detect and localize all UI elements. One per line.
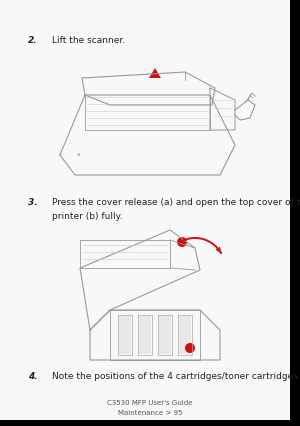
FancyBboxPatch shape [159,316,171,354]
Text: Lift the scanner.: Lift the scanner. [52,36,125,45]
Text: Maintenance > 95: Maintenance > 95 [118,410,182,416]
FancyBboxPatch shape [139,316,151,354]
Text: a: a [76,153,80,158]
Text: Note the positions of the 4 cartridges/toner cartridges.: Note the positions of the 4 cartridges/t… [52,372,300,381]
Circle shape [185,343,195,353]
Text: 3.: 3. [28,198,38,207]
FancyBboxPatch shape [119,316,131,354]
Text: C3530 MFP User's Guide: C3530 MFP User's Guide [107,400,193,406]
Text: printer (b) fully.: printer (b) fully. [52,212,123,221]
FancyBboxPatch shape [179,316,191,354]
FancyBboxPatch shape [0,0,290,420]
Text: 4.: 4. [28,372,38,381]
Polygon shape [149,68,161,78]
Text: Press the cover release (a) and open the top cover of the: Press the cover release (a) and open the… [52,198,300,207]
Circle shape [177,237,187,247]
Text: 2.: 2. [28,36,38,45]
